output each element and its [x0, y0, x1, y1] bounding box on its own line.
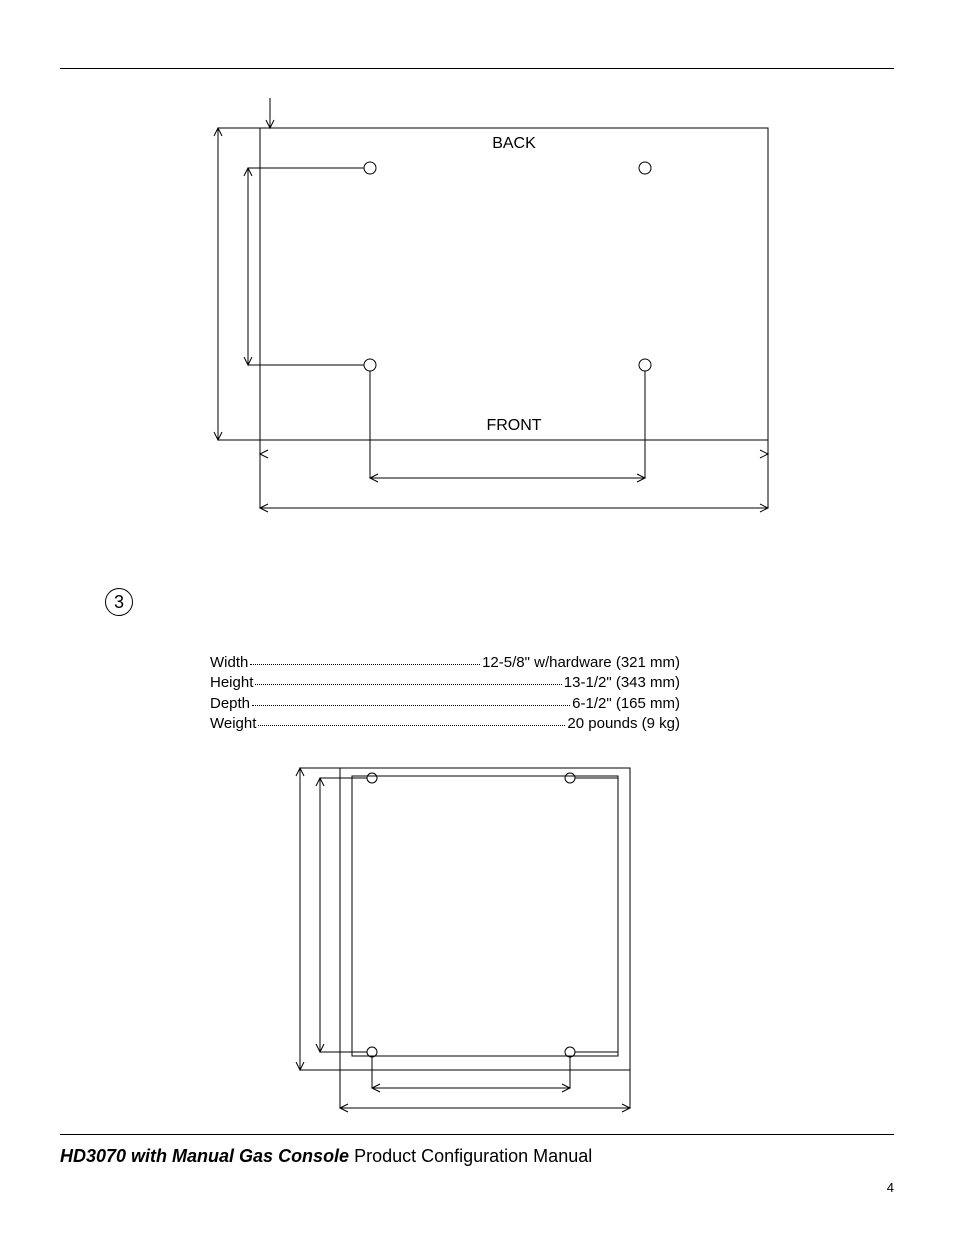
- footer: HD3070 with Manual Gas Console Product C…: [60, 1146, 592, 1167]
- footer-subtitle: Product Configuration Manual: [349, 1146, 592, 1166]
- page-number: 4: [887, 1180, 894, 1195]
- page: BACK FRONT: [0, 0, 954, 1235]
- d2-inner-box: [352, 776, 618, 1056]
- bottom-rule: [60, 1134, 894, 1135]
- footer-title: HD3070 with Manual Gas Console: [60, 1146, 349, 1166]
- d2-hole: [367, 773, 377, 783]
- d2-outer-box: [340, 768, 630, 1070]
- diagram-2: [0, 0, 954, 1130]
- d2-hole: [565, 773, 575, 783]
